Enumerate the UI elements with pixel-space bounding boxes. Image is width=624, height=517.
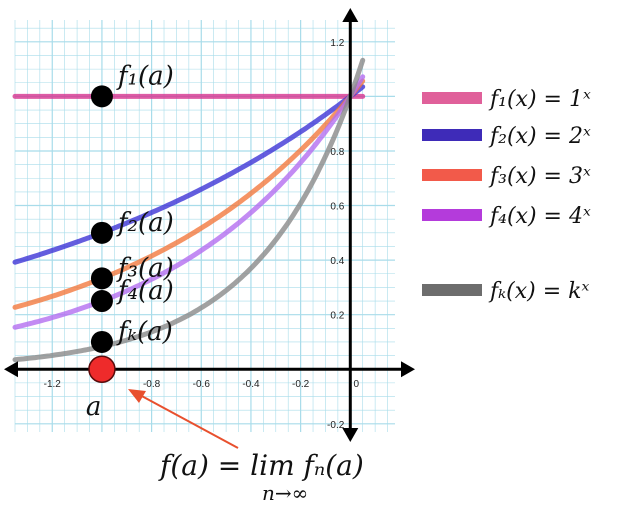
series-line-base-2 <box>12 84 366 265</box>
x-tick-label: -1.2 <box>44 379 62 390</box>
legend-swatch <box>422 209 482 221</box>
point-label: f₁(a) <box>116 61 174 91</box>
legend: f₁(x) = 1ˣ f₂(x) = 2ˣ f₃(x) = 3ˣ f₄(x) = 4ˣ… <box>422 87 591 304</box>
point-marker <box>90 267 113 290</box>
y-axis-arrow-down <box>342 428 359 442</box>
x-axis-arrow-right <box>401 361 415 378</box>
point-label: f₄(a) <box>116 276 174 306</box>
point-label: f₂(a) <box>116 208 174 238</box>
tick-labels: -1.2 -0.8 -0.6 -0.4 -0.2 0 -0.2 0.2 0.4 0.6 0.8 1.2 <box>44 38 360 431</box>
y-tick-label: -0.2 <box>327 420 345 431</box>
legend-swatch <box>422 169 482 181</box>
legend-label: f₄(x) = 4ˣ <box>488 204 591 229</box>
annotation-arrow-line <box>137 393 239 449</box>
legend-swatch <box>422 284 482 296</box>
point-marker <box>90 221 113 244</box>
legend-swatch <box>422 129 482 141</box>
x-tick-label: -0.2 <box>292 379 310 390</box>
legend-label: f₁(x) = 1ˣ <box>488 87 591 112</box>
legend-label: f₂(x) = 2ˣ <box>488 124 591 149</box>
a-point-marker <box>88 355 116 383</box>
point-marker <box>90 85 113 108</box>
curves <box>12 57 366 363</box>
legend-label: f₃(x) = 3ˣ <box>488 164 591 189</box>
y-axis-arrow-up <box>342 8 359 22</box>
y-tick-label: 0.2 <box>330 311 344 322</box>
x-tick-label: 0 <box>354 379 360 390</box>
a-label: a <box>86 392 102 422</box>
x-axis-arrow-left <box>4 361 18 378</box>
point-marker <box>90 330 113 353</box>
grid <box>14 20 395 432</box>
annotation: f(a) = lim fₙ(a)n→∞ <box>128 389 364 505</box>
y-tick-label: 0.6 <box>330 202 344 213</box>
x-tick-label: -0.4 <box>242 379 260 390</box>
series-line-base-12 <box>12 57 366 363</box>
series-line-base-4 <box>12 74 366 330</box>
point-label: f₃(a) <box>116 253 174 283</box>
points: f₁(a) f₂(a) f₃(a)f₄(a) fₖ(a) a <box>86 61 174 422</box>
x-tick-label: -0.6 <box>193 379 211 390</box>
point-label: fₖ(a) <box>116 317 173 347</box>
legend-label: fₖ(x) = kˣ <box>488 279 589 304</box>
limit-formula-subscript: n→∞ <box>262 481 308 505</box>
limit-formula: f(a) = lim fₙ(a) <box>158 449 364 482</box>
y-tick-label: 0.8 <box>330 147 344 158</box>
x-tick-label: -0.8 <box>143 379 161 390</box>
series-line-base-3 <box>12 78 366 310</box>
y-tick-label: 1.2 <box>330 38 344 49</box>
annotation-arrow-head <box>128 389 146 403</box>
y-tick-label: 0.4 <box>330 256 344 267</box>
axes <box>4 8 415 442</box>
point-marker <box>90 290 113 313</box>
legend-swatch <box>422 92 482 104</box>
